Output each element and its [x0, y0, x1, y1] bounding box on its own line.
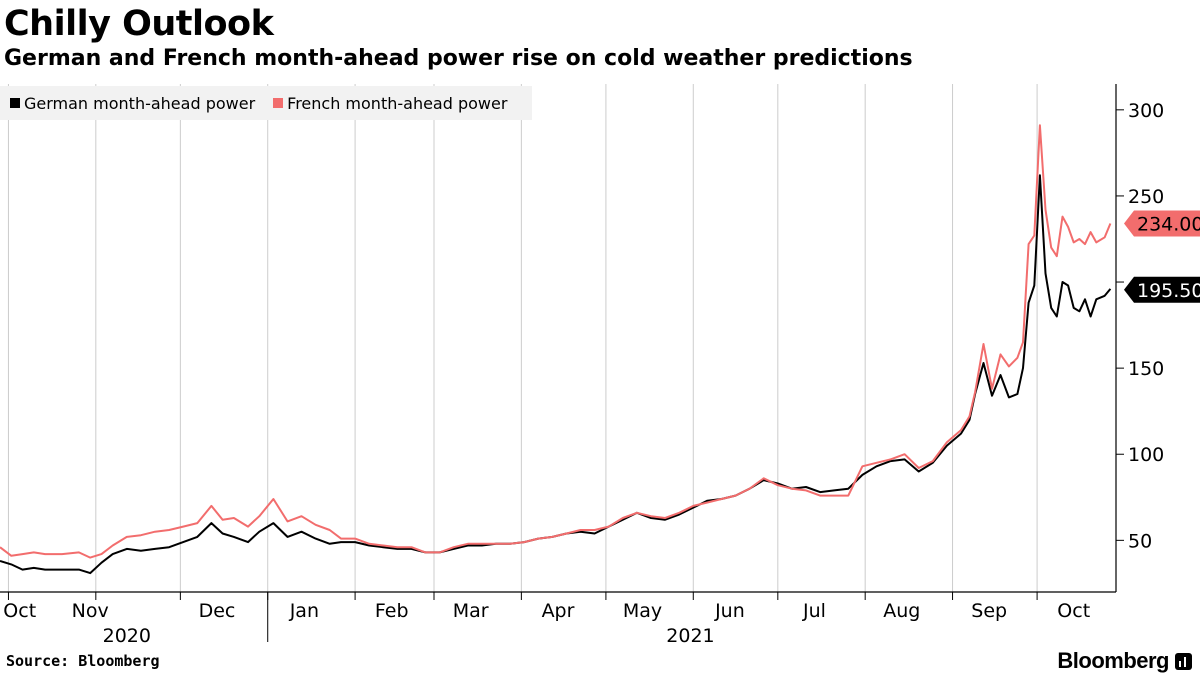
brand-name: Bloomberg — [1057, 648, 1169, 673]
legend-item-german: German month-ahead power — [10, 94, 255, 113]
x-tick-label-2: Dec — [199, 600, 236, 622]
x-tick-label-0: Oct — [3, 600, 36, 622]
legend-label-french: French month-ahead power — [287, 93, 508, 113]
year-label-2020: 2020 — [103, 625, 151, 647]
series-line-french — [0, 124, 1112, 559]
last-value-label-german: 195.50 — [1137, 280, 1200, 302]
chart-title: Chilly Outlook — [4, 4, 274, 44]
legend: German month-ahead power French month-ah… — [0, 86, 532, 120]
legend-label-german: German month-ahead power — [24, 93, 256, 113]
y-tick-label-150: 150 — [1128, 358, 1164, 380]
last-value-label-french: 234.00 — [1137, 213, 1200, 235]
last-value-tag-french — [1124, 210, 1200, 237]
y-tick-label-100: 100 — [1128, 444, 1164, 466]
legend-item-french: French month-ahead power — [273, 94, 507, 113]
bloomberg-logo: Bloomberg — [1057, 648, 1192, 674]
year-label-2021: 2021 — [666, 625, 714, 647]
legend-swatch-german — [10, 98, 20, 108]
series-line-german — [0, 174, 1112, 575]
x-tick-label-4: Feb — [375, 600, 409, 622]
legend-swatch-french — [273, 98, 284, 108]
x-tick-label-5: Mar — [453, 600, 489, 622]
x-tick-label-3: Jan — [289, 600, 319, 622]
chart-subtitle: German and French month-ahead power rise… — [4, 46, 913, 71]
bloomberg-chart-icon — [1175, 652, 1192, 670]
x-tick-label-6: Apr — [542, 600, 575, 622]
x-tick-label-1: Nov — [72, 600, 109, 622]
source-note: Source: Bloomberg — [6, 652, 160, 670]
x-tick-label-12: Oct — [1057, 600, 1090, 622]
y-tick-label-250: 250 — [1128, 186, 1164, 208]
last-value-tag-german — [1124, 276, 1200, 303]
x-tick-label-11: Sep — [971, 600, 1007, 622]
x-tick-label-7: May — [623, 600, 662, 622]
x-tick-label-9: Jul — [802, 600, 826, 622]
x-tick-label-8: Jun — [714, 600, 745, 622]
y-tick-label-50: 50 — [1128, 530, 1152, 552]
x-tick-label-10: Aug — [883, 600, 920, 622]
y-tick-label-300: 300 — [1128, 100, 1164, 122]
